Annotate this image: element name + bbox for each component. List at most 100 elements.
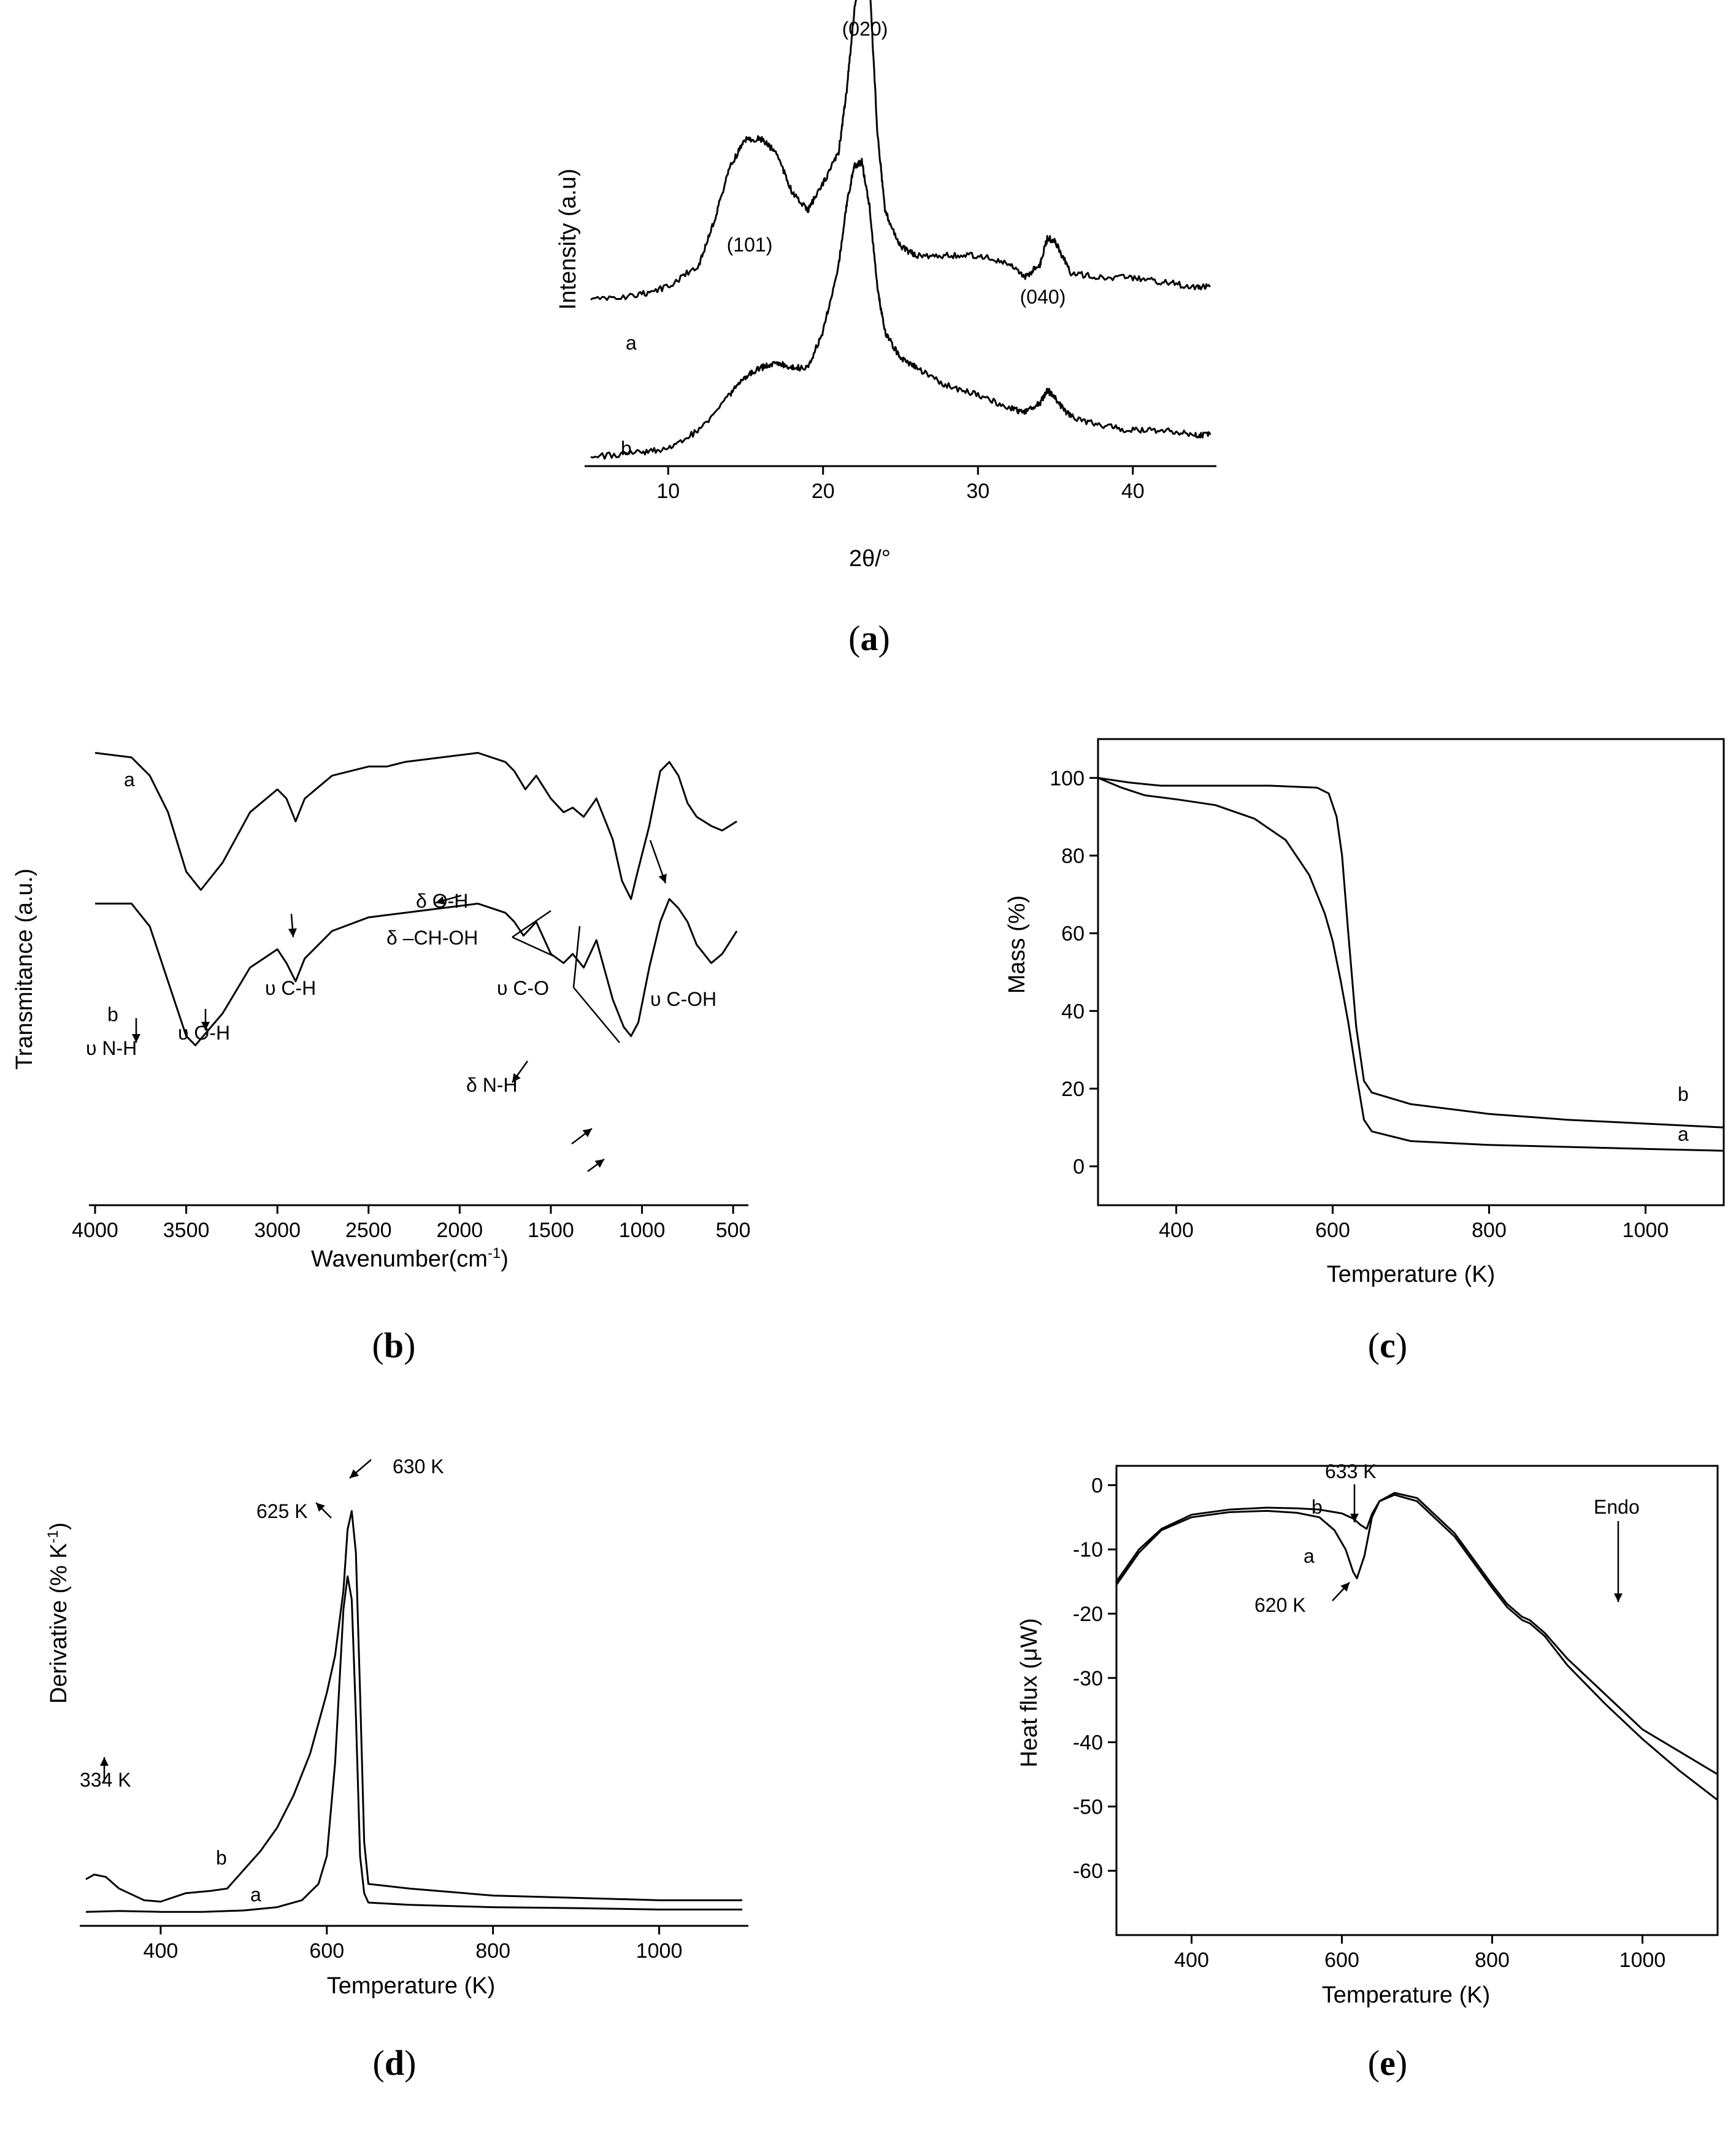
panel-e-annotation-arrowhead [1614, 1593, 1623, 1602]
panel-e-dsc-chart: Heat flux (μW) Temperature (K) (e) 633 K… [1016, 1460, 1719, 2083]
panel-a-xlabel: 2θ/° [849, 546, 891, 572]
panel-b-series-b-label: b [107, 1003, 118, 1025]
panel-d-x-tick-label: 1000 [636, 1939, 683, 1963]
panel-e-series-a-label: a [1304, 1545, 1315, 1567]
panel-e-x-tick-label: 800 [1475, 1949, 1510, 1972]
panel-d-caption: (d) [373, 2043, 417, 2083]
panel-e-annotation-endo: Endo [1594, 1496, 1640, 1518]
panel-a-annotation-101: (101) [727, 234, 773, 256]
panel-e-annotation-633K: 633 K [1325, 1460, 1377, 1482]
panel-c-series-a-label: a [1678, 1123, 1689, 1145]
panel-c-y-tick-label: 60 [1061, 922, 1085, 946]
panel-e-annotation-arrowhead [1350, 1514, 1359, 1522]
panel-d-x-tick-label: 600 [309, 1939, 344, 1963]
panel-a-annotation-020: (020) [842, 18, 888, 40]
panel-b-xlabel: Wavenumber(cm-1) [311, 1245, 509, 1272]
panel-b-x-tick-label: 1000 [619, 1219, 666, 1242]
panel-b-series-a-label: a [124, 769, 135, 791]
panel-c-tga-chart: Mass (%) Temperature (K) (c) b a 400 600 8… [1004, 738, 1725, 1365]
panel-d-xlabel: Temperature (K) [327, 1973, 496, 1999]
panel-e-plot-frame [1115, 1465, 1719, 1936]
panel-b-annotation-vNH: υ N-H [86, 1037, 137, 1059]
panel-d-dtg-chart: Derivative (% K-1) Temperature (K) (d) 6… [45, 1455, 748, 2083]
panel-c-x-tick-label: 400 [1159, 1219, 1194, 1242]
panel-d-x-tick-label: 400 [144, 1939, 179, 1963]
panel-b-x-tick-label: 2500 [345, 1219, 392, 1242]
panel-d-ylabel: Derivative (% K-1) [45, 1522, 72, 1704]
panel-e-y-tick-label: -60 [1073, 1860, 1103, 1883]
panel-c-y-tick-label: 0 [1073, 1156, 1085, 1179]
panel-b-x-tick-label: 1500 [528, 1219, 574, 1242]
panel-d-series-a-label: a [250, 1884, 261, 1906]
panel-d-annotation-625K: 625 K [256, 1500, 308, 1522]
panel-c-series-a-line [1097, 776, 1724, 1152]
panel-b-x-tick-label: 3000 [254, 1219, 301, 1242]
panel-b-caption-letter: b [384, 1325, 404, 1365]
panel-e-y-tick-label: -30 [1073, 1667, 1103, 1690]
panel-e-annotation-620K: 620 K [1254, 1594, 1306, 1616]
panel-e-series-a-line [1115, 1493, 1718, 1801]
panel-a-annotation-040: (040) [1020, 286, 1066, 308]
panel-e-y-tick-label: 0 [1091, 1474, 1103, 1497]
panel-c-y-tick-label: 40 [1061, 1000, 1085, 1023]
panel-e-ylabel: Heat flux (μW) [1016, 1618, 1042, 1768]
panel-c-x-tick-label: 800 [1472, 1219, 1507, 1242]
panel-b-annotation-arrowhead [594, 1159, 604, 1168]
panel-b-ftir-chart: Transmitance (a.u.) Wavenumber(cm-1) (b)… [12, 752, 751, 1365]
panel-d-series-a-line [85, 1575, 742, 1913]
panel-d-annotation-630K: 630 K [393, 1455, 444, 1478]
panel-a-x-tick-label: 10 [656, 480, 680, 503]
panel-c-ylabel: Mass (%) [1004, 895, 1030, 994]
panel-c-y-tick-label: 20 [1061, 1078, 1085, 1101]
panel-e-x-tick-label: 1000 [1619, 1949, 1666, 1972]
panel-e-series-b-label: b [1312, 1496, 1323, 1518]
panel-b-x-tick-label: 500 [716, 1219, 751, 1242]
panel-d-x-tick-label: 800 [475, 1939, 510, 1963]
panel-c-caption-letter: c [1380, 1325, 1396, 1365]
panel-b-x-tick-label: 2000 [437, 1219, 483, 1242]
panel-a-caption-letter: a [861, 618, 878, 658]
panel-a-series-b-line [590, 158, 1212, 460]
panel-a-x-tick-label: 40 [1121, 480, 1145, 503]
panel-a-series-a-line [590, 0, 1211, 301]
panel-d-series-b-line [85, 1510, 742, 1903]
panel-d-series-b-label: b [216, 1847, 227, 1869]
panel-e-y-tick-label: -20 [1073, 1603, 1103, 1626]
panel-b-series-a-line [94, 752, 737, 900]
panel-e-xlabel: Temperature (K) [1322, 1982, 1491, 2008]
panel-c-series-b-label: b [1678, 1083, 1689, 1105]
panel-d-annotation-arrowhead [100, 1757, 109, 1766]
panel-c-y-tick-label: 80 [1061, 845, 1085, 868]
panel-b-annotation-dCHOH: δ –CH-OH [386, 927, 478, 949]
panel-c-series-b-line [1097, 776, 1724, 1129]
panel-a-caption: (a) [848, 618, 890, 658]
panel-a-xrd-chart: Intensity (a.u) 2θ/° (a) (020) (101) (04… [555, 0, 1216, 658]
panel-d-caption-letter: d [385, 2043, 404, 2083]
panel-b-leader-line [572, 926, 581, 988]
panel-c-plot-frame [1097, 738, 1725, 1206]
panel-e-x-tick-label: 400 [1174, 1949, 1209, 1972]
panel-d-annotation-arrowhead [350, 1469, 359, 1478]
panel-a-x-tick-label: 20 [812, 480, 835, 503]
panel-c-y-tick-label: 100 [1050, 767, 1085, 790]
panel-b-leader-line [512, 910, 551, 938]
panel-c-xlabel: Temperature (K) [1327, 1262, 1496, 1287]
panel-a-series-a-label: a [626, 332, 637, 354]
panel-b-annotation-dNH: δ N-H [466, 1074, 518, 1096]
panel-a-x-tick-label: 30 [966, 480, 989, 503]
panel-b-annotation-arrowhead [658, 873, 667, 883]
panel-b-annotation-arrowhead [132, 1034, 140, 1043]
panel-b-leader-line [573, 987, 620, 1043]
panel-b-annotation-vCH: υ C-H [265, 977, 316, 999]
panel-b-annotation-arrowhead [512, 1073, 521, 1083]
panel-e-x-tick-label: 600 [1324, 1949, 1359, 1972]
panel-e-y-tick-label: -50 [1073, 1795, 1103, 1819]
panel-b-annotation-vCO: υ C-O [497, 977, 549, 999]
panel-b-x-tick-label: 3500 [163, 1219, 210, 1242]
panel-b-annotation-vCOH: υ C-OH [650, 988, 716, 1010]
panel-a-ylabel: Intensity (a.u) [555, 169, 581, 310]
panel-e-annotation-arrowhead [1340, 1582, 1350, 1592]
panel-b-series-b-line [95, 898, 738, 1046]
panel-b-annotation-arrowhead [436, 896, 445, 905]
panel-e-y-tick-label: -40 [1073, 1731, 1103, 1755]
